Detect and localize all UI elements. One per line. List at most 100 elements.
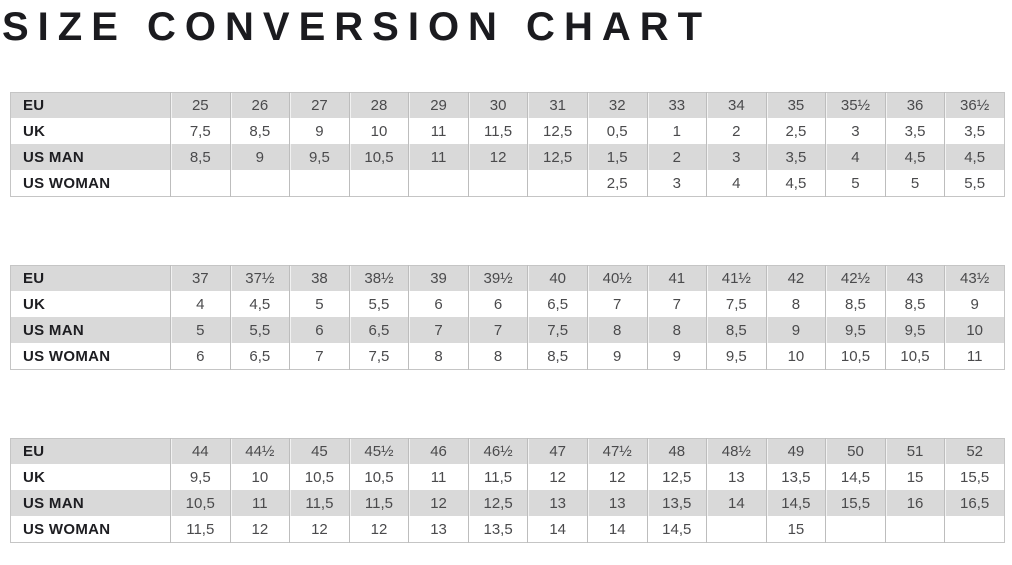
size-value-cell: 6 xyxy=(170,343,231,370)
size-value-cell: 26 xyxy=(229,92,290,119)
size-value-cell: 13 xyxy=(586,490,647,517)
size-value-cell: 34 xyxy=(706,92,767,119)
table-row: EU 37 37½ 38 38½ 39 39½ 40 40½ 41 41½ 42 42½ 43 43½ xyxy=(10,265,1005,292)
size-value-cell: 37 xyxy=(170,265,231,292)
size-value-cell xyxy=(527,170,588,197)
row-label: EU xyxy=(23,270,45,288)
size-value-cell xyxy=(706,516,767,543)
size-value-cell: 47 xyxy=(527,438,588,465)
size-value-cell: 44½ xyxy=(229,438,290,465)
size-value-cell: 7 xyxy=(586,291,647,318)
size-value-cell xyxy=(229,170,290,197)
table-row: US WOMAN 2,5 3 4 4,5 5 5 5,5 xyxy=(10,170,1005,197)
row-label: US WOMAN xyxy=(23,347,111,365)
size-value-cell: 8,5 xyxy=(706,317,767,344)
size-value-cell: 49 xyxy=(765,438,826,465)
size-value-cell: 5,5 xyxy=(229,317,290,344)
row-label: US WOMAN xyxy=(23,174,111,192)
size-value-cell: 14,5 xyxy=(825,464,886,491)
size-table-eu-44-52: EU 44 44½ 45 45½ 46 46½ 47 47½ 48 48½ 49 50 51 52 UK 9,5… xyxy=(10,437,1005,543)
size-value-cell: 8,5 xyxy=(229,118,290,145)
size-value-cell: 14 xyxy=(706,490,767,517)
size-value-cell: 12 xyxy=(408,490,469,517)
size-value-cell: 40½ xyxy=(586,265,647,292)
size-value-cell: 8 xyxy=(646,317,707,344)
size-value-cell: 9,5 xyxy=(170,464,231,491)
size-value-cell: 11 xyxy=(408,118,469,145)
size-value-cell: 8 xyxy=(408,343,469,370)
size-value-cell: 15 xyxy=(884,464,945,491)
table-row: UK 9,5 10 10,5 10,5 11 11,5 12 12 12,5 13 13,5 14,5 1… xyxy=(10,464,1005,491)
size-table-eu-37-43: EU 37 37½ 38 38½ 39 39½ 40 40½ 41 41½ 42 42½ 43 43½ UK 4… xyxy=(10,264,1005,370)
size-value-cell: 42½ xyxy=(825,265,886,292)
row-label: US WOMAN xyxy=(23,520,111,538)
size-value-cell: 39½ xyxy=(467,265,528,292)
row-label: UK xyxy=(23,468,46,486)
size-value-cell: 41 xyxy=(646,265,707,292)
size-value-cell: 46 xyxy=(408,438,469,465)
size-value-cell: 8 xyxy=(467,343,528,370)
size-value-cell: 3 xyxy=(706,144,767,171)
size-value-cell: 42 xyxy=(765,265,826,292)
size-value-cell: 29 xyxy=(408,92,469,119)
size-value-cell: 39 xyxy=(408,265,469,292)
size-value-cell: 36½ xyxy=(944,92,1005,119)
size-value-cell: 7 xyxy=(408,317,469,344)
size-value-cell: 10,5 xyxy=(170,490,231,517)
size-value-cell: 13 xyxy=(408,516,469,543)
size-value-cell: 6 xyxy=(289,317,350,344)
size-value-cell: 12,5 xyxy=(527,118,588,145)
row-label: EU xyxy=(23,443,45,461)
size-value-cell: 12 xyxy=(527,464,588,491)
size-value-cell: 35 xyxy=(765,92,826,119)
size-value-cell: 3,5 xyxy=(944,118,1005,145)
size-value-cell: 13 xyxy=(527,490,588,517)
size-value-cell: 6,5 xyxy=(527,291,588,318)
size-value-cell: 38 xyxy=(289,265,350,292)
size-value-cell: 47½ xyxy=(586,438,647,465)
row-label: US MAN xyxy=(23,148,84,166)
size-value-cell: 12 xyxy=(586,464,647,491)
size-value-cell: 31 xyxy=(527,92,588,119)
size-value-cell: 7,5 xyxy=(706,291,767,318)
table-row: UK 4 4,5 5 5,5 6 6 6,5 7 7 7,5 8 8,5 8,5 9 xyxy=(10,291,1005,318)
size-value-cell: 10 xyxy=(944,317,1005,344)
size-conversion-page: SIZE CONVERSION CHART EU 25 26 27 28 29 30 31 32… xyxy=(0,5,1012,565)
size-value-cell: 7,5 xyxy=(348,343,409,370)
row-label: EU xyxy=(23,97,45,115)
size-value-cell: 6 xyxy=(467,291,528,318)
size-value-cell: 51 xyxy=(884,438,945,465)
size-table-eu-25-36: EU 25 26 27 28 29 30 31 32 33 34 35 35½ 36 36½ UK 7,5 8,5… xyxy=(10,91,1005,197)
size-value-cell xyxy=(289,170,350,197)
size-value-cell: 43 xyxy=(884,265,945,292)
size-value-cell: 9 xyxy=(289,118,350,145)
size-value-cell: 16,5 xyxy=(944,490,1005,517)
size-tables-container: EU 25 26 27 28 29 30 31 32 33 34 35 35½ 36 36½ UK 7,5 8,5… xyxy=(10,91,1005,543)
size-value-cell: 9 xyxy=(229,144,290,171)
page-title: SIZE CONVERSION CHART xyxy=(2,5,712,49)
table-row: US MAN 5 5,5 6 6,5 7 7 7,5 8 8 8,5 9 9,5 9,5 10 xyxy=(10,317,1005,344)
size-value-cell: 10,5 xyxy=(348,464,409,491)
size-value-cell: 4,5 xyxy=(944,144,1005,171)
size-value-cell: 2 xyxy=(706,118,767,145)
size-value-cell: 12 xyxy=(467,144,528,171)
size-value-cell xyxy=(825,516,886,543)
size-value-cell: 46½ xyxy=(467,438,528,465)
size-value-cell: 4,5 xyxy=(765,170,826,197)
table-row: EU 44 44½ 45 45½ 46 46½ 47 47½ 48 48½ 49 50 51 52 xyxy=(10,438,1005,465)
size-value-cell: 10,5 xyxy=(825,343,886,370)
size-value-cell xyxy=(467,170,528,197)
size-value-cell: 2,5 xyxy=(586,170,647,197)
size-value-cell: 12 xyxy=(348,516,409,543)
size-value-cell: 14,5 xyxy=(765,490,826,517)
size-value-cell: 11 xyxy=(408,464,469,491)
size-value-cell: 7,5 xyxy=(170,118,231,145)
size-value-cell: 32 xyxy=(586,92,647,119)
size-value-cell: 14 xyxy=(586,516,647,543)
size-value-cell xyxy=(884,516,945,543)
size-value-cell: 8,5 xyxy=(527,343,588,370)
size-value-cell: 5 xyxy=(170,317,231,344)
size-value-cell: 4,5 xyxy=(884,144,945,171)
size-value-cell: 15,5 xyxy=(825,490,886,517)
size-value-cell: 40 xyxy=(527,265,588,292)
